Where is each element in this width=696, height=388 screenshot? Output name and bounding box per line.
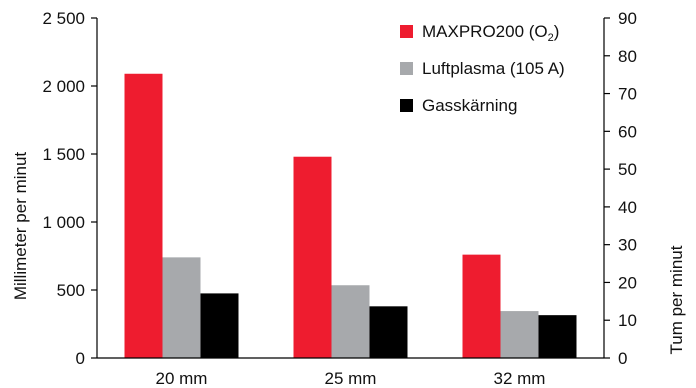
left-tick-label: 500 xyxy=(57,281,85,300)
right-tick-label: 10 xyxy=(618,311,637,330)
right-tick-label: 60 xyxy=(618,122,637,141)
right-tick-label: 40 xyxy=(618,198,637,217)
bar xyxy=(462,254,501,358)
bar xyxy=(538,315,577,358)
legend: MAXPRO200 (O2) Luftplasma (105 A) Gasskärn… xyxy=(400,22,565,115)
right-tick-label: 30 xyxy=(618,236,637,255)
x-tick-label: 20 mm xyxy=(156,369,208,388)
x-axis: 20 mm 25 mm 32 mm xyxy=(97,357,604,388)
bar xyxy=(293,156,332,358)
legend-label: Gasskärning xyxy=(422,96,517,115)
bar xyxy=(162,257,201,358)
legend-swatch xyxy=(400,99,413,112)
bar xyxy=(500,311,539,358)
bars xyxy=(124,73,577,358)
bar xyxy=(124,73,163,358)
bar xyxy=(331,285,370,358)
left-axis: 0 500 1 000 1 500 2 000 2 500 xyxy=(42,9,98,368)
legend-swatch xyxy=(400,62,413,75)
right-tick-label: 20 xyxy=(618,273,637,292)
right-tick-label: 90 xyxy=(618,9,637,28)
left-tick-label: 1 500 xyxy=(42,145,85,164)
bar xyxy=(369,306,408,358)
legend-label: Luftplasma (105 A) xyxy=(422,59,565,78)
right-tick-label: 0 xyxy=(618,349,627,368)
left-tick-label: 0 xyxy=(76,349,85,368)
y2-axis-title: Tum per minut xyxy=(667,245,686,354)
right-tick-label: 80 xyxy=(618,47,637,66)
left-tick-label: 1 000 xyxy=(42,213,85,232)
bar xyxy=(200,293,239,358)
right-axis: 0 10 20 30 40 50 60 70 80 90 xyxy=(603,9,637,368)
x-tick-label: 32 mm xyxy=(494,369,546,388)
right-tick-label: 50 xyxy=(618,160,637,179)
left-tick-label: 2 500 xyxy=(42,9,85,28)
legend-label: MAXPRO200 (O2) xyxy=(422,22,559,44)
x-tick-label: 25 mm xyxy=(325,369,377,388)
y-axis-title: Millimeter per minut xyxy=(11,152,30,301)
right-tick-label: 70 xyxy=(618,85,637,104)
legend-swatch xyxy=(400,25,413,38)
left-tick-label: 2 000 xyxy=(42,77,85,96)
